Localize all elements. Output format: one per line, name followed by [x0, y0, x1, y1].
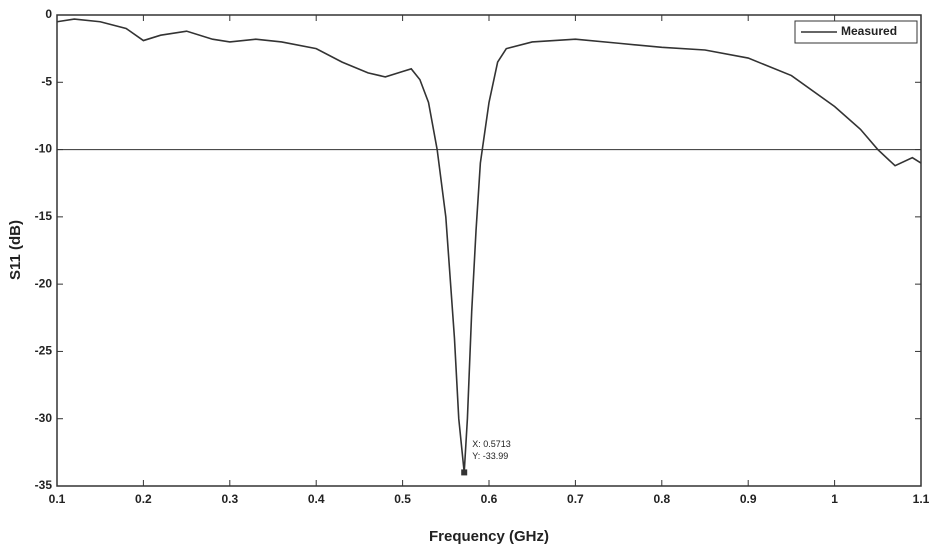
legend-label: Measured	[841, 24, 897, 38]
y-tick-label: -30	[35, 411, 53, 425]
datatip-label: X: 0.5713	[472, 439, 511, 449]
x-tick-label: 0.1	[49, 492, 66, 506]
x-tick-label: 1.1	[913, 492, 930, 506]
x-tick-label: 0.8	[653, 492, 670, 506]
x-tick-label: 0.6	[481, 492, 498, 506]
y-tick-label: -15	[35, 209, 53, 223]
x-tick-label: 0.5	[394, 492, 411, 506]
datatip-label: Y: -33.99	[472, 451, 508, 461]
y-tick-label: -35	[35, 478, 53, 492]
y-tick-label: -5	[41, 74, 52, 88]
y-tick-label: 0	[45, 7, 52, 21]
x-tick-label: 0.3	[221, 492, 238, 506]
x-axis-label: Frequency (GHz)	[429, 528, 549, 545]
x-tick-label: 0.2	[135, 492, 152, 506]
y-tick-label: -10	[35, 142, 53, 156]
legend-box	[794, 20, 918, 44]
datatip-marker	[461, 469, 468, 476]
x-tick-label: 1	[831, 492, 838, 506]
y-axis-label: S11 (dB)	[7, 220, 24, 280]
plot-frame	[56, 14, 922, 487]
x-tick-label: 0.4	[308, 492, 325, 506]
x-tick-label: 0.7	[567, 492, 584, 506]
y-tick-label: -20	[35, 276, 53, 290]
y-tick-label: -25	[35, 344, 53, 358]
x-tick-label: 0.9	[740, 492, 757, 506]
data-line	[56, 18, 922, 473]
